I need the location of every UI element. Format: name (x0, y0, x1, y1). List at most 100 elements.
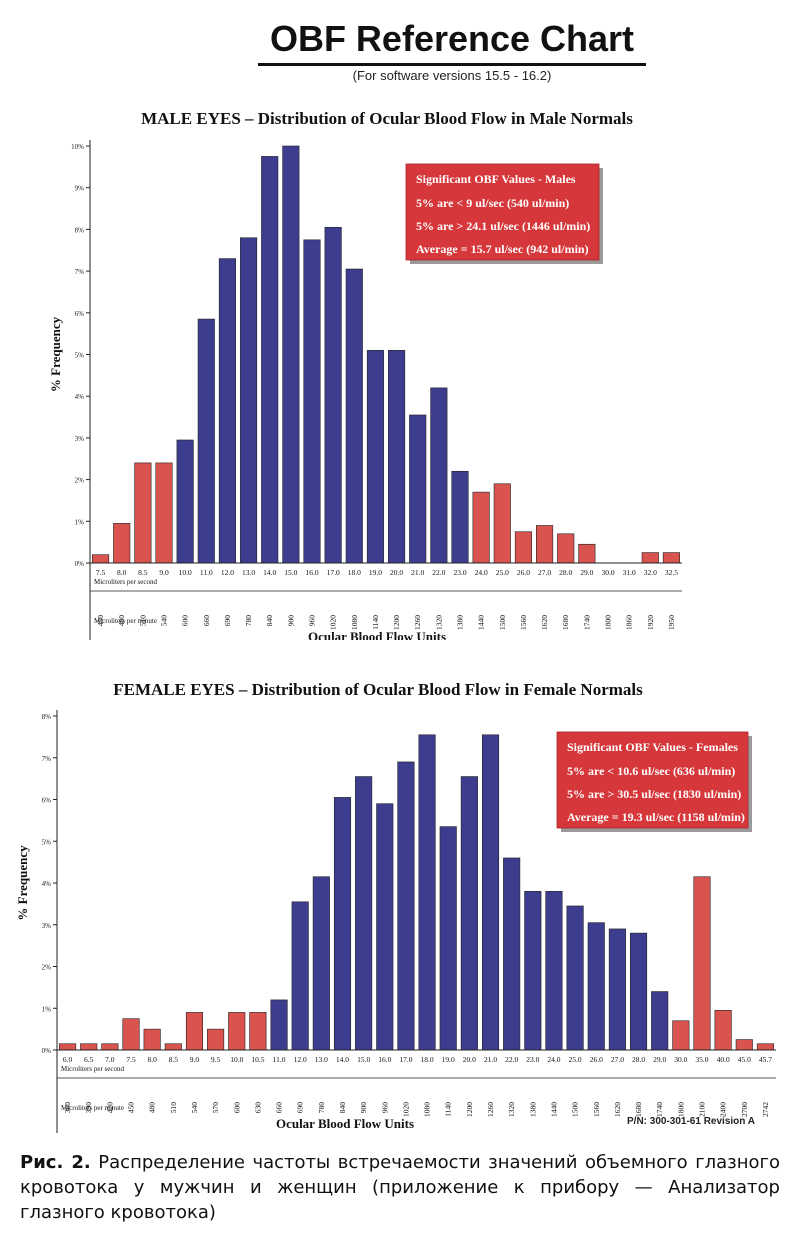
female-x-tick-label-per-minute: 1020 (401, 1102, 410, 1117)
male-bar (303, 239, 321, 564)
male-bar (430, 387, 448, 564)
female-x-tick-label-per-minute: 1740 (655, 1102, 664, 1117)
male-x-tick-label: 15.0 (284, 568, 297, 577)
male-bar (451, 470, 469, 564)
male-annotation-box (405, 163, 600, 261)
caption-text: Распределение частоты встречаемости знач… (20, 1152, 781, 1223)
female-x-tick-label-per-minute: 2100 (697, 1102, 706, 1117)
female-x-tick-label: 8.0 (147, 1055, 157, 1064)
female-x-tick-label-per-minute: 780 (317, 1102, 326, 1114)
female-x-tick-label-per-minute: 1560 (592, 1102, 601, 1117)
female-annotation-box (556, 731, 749, 829)
female-x-tick-label: 9.0 (190, 1055, 200, 1064)
page-title-text: OBF Reference Chart (269, 18, 635, 59)
female-bar (693, 876, 711, 1051)
male-x-tick-label: 28.0 (559, 568, 572, 577)
male-x-tick-label-per-minute: 1560 (519, 615, 528, 630)
caption-label: Рис. 2. (20, 1152, 91, 1173)
male-x-tick-label: 26.0 (517, 568, 530, 577)
male-bar (662, 552, 680, 564)
male-x-tick-label-per-minute: 1140 (371, 615, 380, 630)
male-x-tick-label-per-minute: 1950 (667, 615, 676, 630)
female-x-tick-label-per-minute: 420 (105, 1102, 114, 1114)
male-y-tick-label: 6% (75, 310, 85, 318)
female-x-tick-label: 11.0 (273, 1055, 286, 1064)
female-y-tick-label: 2% (42, 964, 52, 972)
female-x-tick-label-per-minute: 2400 (719, 1102, 728, 1117)
female-x-tick-label-per-minute: 1440 (549, 1102, 558, 1117)
female-x-tick-label: 29.0 (653, 1055, 666, 1064)
female-bar (355, 776, 373, 1051)
female-x-tick-label: 27.0 (611, 1055, 624, 1064)
male-x-tick-label: 25.0 (496, 568, 509, 577)
female-x-tick-label: 7.0 (105, 1055, 115, 1064)
female-x-tick-label: 13.0 (315, 1055, 328, 1064)
female-bar (122, 1018, 140, 1051)
male-bar (578, 543, 596, 564)
male-bar (536, 525, 554, 564)
male-x-axis-label: Ocular Blood Flow Units (308, 629, 446, 640)
male-x-tick-label: 21.0 (411, 568, 424, 577)
male-y-tick-label: 0% (75, 560, 85, 568)
female-x-tick-label-per-minute: 1380 (528, 1102, 537, 1117)
male-bar (134, 462, 152, 564)
male-y-axis-label: % Frequency (48, 316, 63, 392)
male-x-tick-label: 13.0 (242, 568, 255, 577)
female-bar (651, 991, 669, 1051)
female-bar (481, 734, 500, 1051)
female-x-tick-label: 23.0 (526, 1055, 539, 1064)
male-x-tick-label-per-minute: 660 (202, 615, 211, 627)
female-annotation-line: 5% are > 30.5 ul/sec (1830 ul/min) (567, 787, 741, 801)
female-x-tick-label-per-minute: 1680 (634, 1102, 643, 1117)
female-x-tick-label: 17.0 (399, 1055, 412, 1064)
male-x-tick-label: 30.0 (601, 568, 614, 577)
male-x-tick-label: 11.0 (200, 568, 213, 577)
female-bar (333, 797, 352, 1051)
page-title: OBF Reference Chart (0, 18, 800, 60)
male-y-tick-label: 5% (75, 352, 85, 360)
male-x-tick-label: 12.0 (221, 568, 234, 577)
female-bar (735, 1039, 753, 1051)
female-bar (608, 928, 626, 1051)
male-x-tick-label-per-minute: 1800 (604, 615, 613, 630)
female-bar (101, 1043, 119, 1051)
male-x-tick-label: 32.0 (644, 568, 657, 577)
part-number: P/N: 300-301-61 Revision A (627, 1116, 756, 1127)
female-x-tick-label-per-minute: 600 (232, 1102, 241, 1114)
female-x-tick-label: 20.0 (463, 1055, 476, 1064)
female-annotation-title: Significant OBF Values - Females (567, 740, 738, 754)
male-x-tick-label-per-minute: 1920 (646, 615, 655, 630)
male-bar (388, 350, 406, 564)
female-bar (503, 857, 521, 1051)
male-bar (218, 258, 236, 564)
male-y-tick-label: 1% (75, 518, 85, 526)
female-bar (228, 1012, 246, 1051)
female-bar (376, 803, 394, 1051)
male-bar (345, 268, 363, 564)
male-bar (261, 156, 279, 564)
female-y-tick-label: 1% (42, 1005, 52, 1013)
male-annotation-line: 5% are > 24.1 ul/sec (1446 ul/min) (416, 219, 590, 233)
female-bar (59, 1043, 77, 1051)
male-x-tick-label-per-minute: 1080 (350, 615, 359, 630)
female-x-tick-label: 30.0 (674, 1055, 687, 1064)
female-y-tick-label: 7% (42, 755, 52, 763)
female-x-tick-label-per-minute: 1620 (613, 1102, 622, 1117)
female-bar (185, 1012, 204, 1051)
female-x-tick-label: 6.5 (84, 1055, 94, 1064)
female-x-tick-label: 10.0 (230, 1055, 243, 1064)
male-x-tick-label-per-minute: 960 (308, 615, 317, 627)
female-bar (545, 891, 563, 1051)
title-underline (258, 63, 646, 66)
male-y-tick-label: 2% (75, 477, 85, 485)
male-x-tick-label-per-minute: 480 (117, 615, 126, 627)
female-x-tick-label: 45.0 (738, 1055, 751, 1064)
female-x-tick-label-per-minute: 1500 (571, 1102, 580, 1117)
male-x-tick-label-per-minute: 1860 (625, 615, 634, 630)
male-x-tick-label-per-minute: 1740 (582, 615, 591, 630)
male-x-tick-label: 19.0 (369, 568, 382, 577)
female-x-tick-label: 28.0 (632, 1055, 645, 1064)
female-x-tick-label: 14.0 (336, 1055, 349, 1064)
male-x-tick-label: 24.0 (475, 568, 488, 577)
female-x-tick-label: 19.0 (442, 1055, 455, 1064)
